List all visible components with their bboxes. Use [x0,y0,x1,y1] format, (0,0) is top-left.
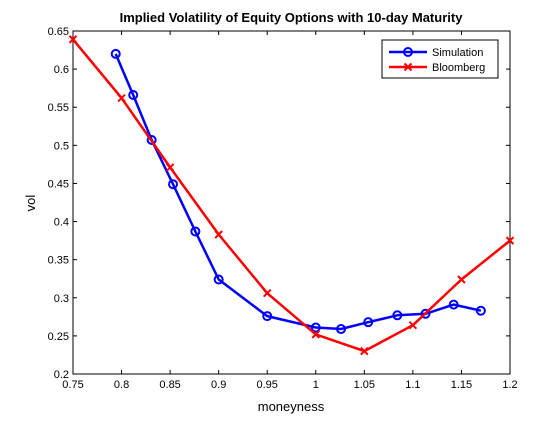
legend-bloomberg-marker-stroke [403,62,413,72]
bloomberg-data-point [68,35,78,44]
y-tick-label: 0.55 [48,102,69,114]
bloomberg-data-point [263,288,272,298]
simulation-data-point [420,308,431,319]
simulation-data-point [190,226,201,237]
bloomberg-data-point-stroke [360,346,369,356]
plot-area [72,30,511,375]
axis-ticks: 0.75 0.8 0.85 0.9 0.95 1 1.05 1.1 1.15 1.2 0.2 0.25… [48,26,518,391]
legend-bloomberg-label: Bloomberg [432,62,485,74]
x-axis-title: moneyness [258,399,325,414]
series-layer [68,35,515,356]
legend-simulation-label: Simulation [432,47,483,59]
chart-title: Implied Volatility of Equity Options wit… [120,10,464,25]
y-axis-title: vol [23,195,38,212]
simulation-data-point [475,305,486,316]
legend-simulation-marker [403,47,413,57]
x-tick-label: 1.2 [502,379,517,391]
simulation-data-point [336,324,347,335]
simulation-data-point [128,90,139,101]
x-tick-label: 0.75 [62,379,83,391]
bloomberg-data-point-stroke [214,230,223,239]
simulation-data-point [110,48,121,59]
bloomberg-data-point [505,236,515,245]
x-tick-label: 0.8 [114,379,129,391]
bloomberg-data-point-stroke [68,35,78,44]
simulation-data-point [168,179,179,190]
bloomberg-data-point [408,321,418,330]
bloomberg-data-point-stroke [117,93,126,103]
bloomberg-data-point [457,275,466,284]
x-tick-label: 0.95 [257,379,278,391]
bloomberg-data-point-stroke [311,330,320,339]
simulation-data-point [213,274,224,285]
legend-items: Simulation Bloomberg [389,47,485,74]
legend-box [381,39,499,79]
bloomberg-data-point [214,230,223,239]
bloomberg-data-point [165,163,175,172]
bloomberg-data-point [360,346,369,356]
bloomberg-data-point-stroke [505,236,515,245]
y-tick-label: 0.35 [48,255,69,267]
y-tick-label: 0.5 [54,140,69,152]
x-tick-label: 1 [313,379,319,391]
y-tick-label: 0.6 [54,64,69,76]
y-tick-label: 0.3 [54,293,69,305]
x-tick-label: 1.05 [354,379,375,391]
simulation-data-point [146,134,157,145]
x-tick-label: 0.9 [211,379,226,391]
simulation-data-point [363,317,374,328]
bloomberg-data-point-stroke [408,321,418,330]
legend: Simulation Bloomberg [381,39,499,79]
simulation-data-point [448,299,459,310]
bloomberg-data-point [117,93,126,103]
x-tick-label: 1.15 [451,379,472,391]
y-tick-label: 0.4 [54,217,69,229]
bloomberg-data-point-stroke [457,275,466,284]
bloomberg-series-line [72,38,511,353]
simulation-data-point [262,311,273,322]
y-tick-label: 0.25 [48,331,69,343]
bloomberg-data-point [311,330,320,339]
y-tick-label: 0.65 [48,26,69,38]
bloomberg-data-point-stroke [165,163,175,172]
legend-bloomberg-marker [403,62,413,72]
x-tick-label: 0.85 [159,379,180,391]
y-tick-label: 0.45 [48,178,69,190]
simulation-data-point [310,322,321,333]
y-tick-label: 0.2 [54,369,69,381]
simulation-data-point [392,310,403,321]
bloomberg-data-point-stroke [263,288,272,298]
x-tick-label: 1.1 [405,379,420,391]
